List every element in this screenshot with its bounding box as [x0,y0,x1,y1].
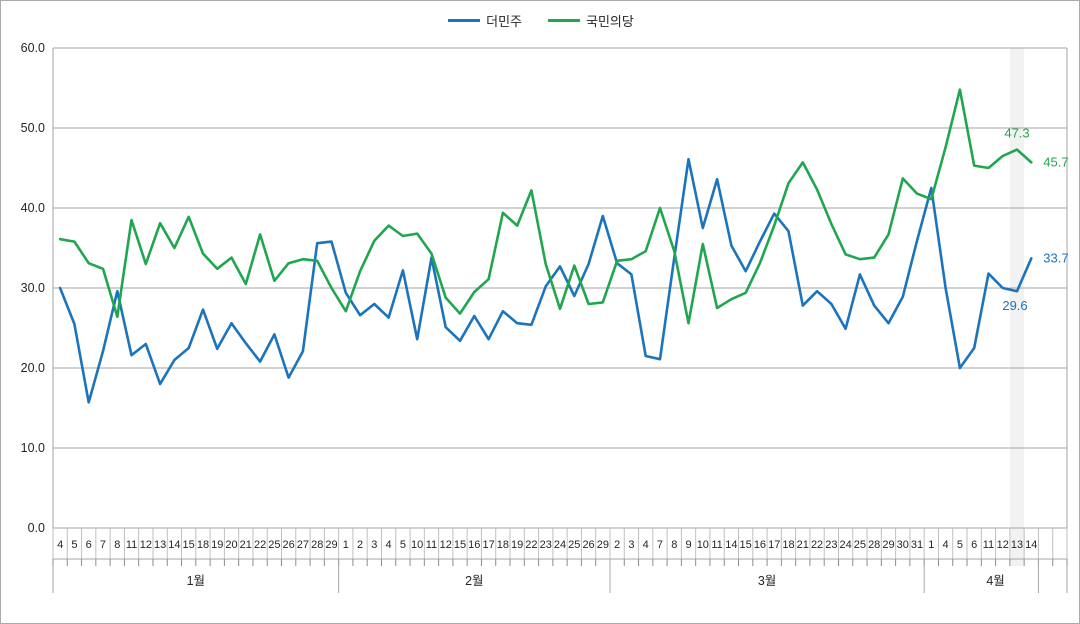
x-day-label: 25 [568,539,580,551]
x-day-label: 4 [57,539,63,551]
x-day-label: 11 [426,539,437,551]
y-tick-label: 40.0 [21,201,45,215]
x-day-label: 11 [711,539,722,551]
x-day-label: 15 [183,539,195,551]
x-day-label: 21 [797,539,809,551]
x-day-label: 14 [725,539,737,551]
x-day-label: 2 [357,539,363,551]
x-day-label: 8 [114,539,120,551]
x-day-label: 24 [840,539,852,551]
legend-label: 더민주 [486,13,523,29]
y-tick-label: 10.0 [21,441,45,455]
x-day-label: 29 [597,539,609,551]
x-day-label: 12 [140,539,152,551]
month-label: 4월 [986,574,1004,588]
y-tick-label: 0.0 [28,521,45,535]
x-day-label: 1 [343,539,349,551]
x-day-label: 14 [168,539,180,551]
x-day-label: 15 [740,539,752,551]
month-label: 2월 [465,574,483,588]
x-day-label: 5 [71,539,77,551]
x-day-label: 25 [268,539,280,551]
x-day-label: 26 [582,539,594,551]
highlight-band [1009,48,1025,566]
x-day-label: 4 [943,539,949,551]
x-day-label: 27 [297,539,309,551]
x-day-label: 11 [126,539,137,551]
x-day-label: 21 [240,539,252,551]
x-day-label: 10 [697,539,709,551]
x-day-label: 1 [928,539,934,551]
x-day-label: 16 [468,539,480,551]
month-label: 3월 [758,574,776,588]
x-day-label: 26 [283,539,295,551]
x-day-label: 29 [882,539,894,551]
month-label: 1월 [187,574,205,588]
x-day-label: 11 [983,539,994,551]
x-day-label: 25 [854,539,866,551]
x-day-label: 3 [371,539,377,551]
x-day-label: 12 [997,539,1009,551]
x-day-label: 6 [971,539,977,551]
x-day-label: 5 [957,539,963,551]
x-day-label: 3 [628,539,634,551]
x-day-label: 4 [643,539,649,551]
x-day-label: 8 [671,539,677,551]
x-day-label: 18 [197,539,209,551]
legend-line-swatch-green [548,18,581,22]
data-label-annotation: 47.3 [1004,126,1029,141]
x-day-label: 4 [386,539,392,551]
x-day-label: 29 [325,539,337,551]
x-day-label: 23 [540,539,552,551]
x-day-label: 6 [86,539,92,551]
data-label-annotation: 45.7 [1043,154,1068,169]
x-day-label: 24 [554,539,566,551]
x-day-label: 18 [782,539,794,551]
legend-label: 국민의당 [586,13,634,29]
series-line-1 [58,88,1033,325]
x-day-label: 2 [614,539,620,551]
y-tick-label: 30.0 [21,281,45,295]
x-day-label: 14 [1025,539,1037,551]
x-day-label: 5 [400,539,406,551]
x-day-label: 15 [454,539,466,551]
x-day-label: 19 [511,539,523,551]
x-day-label: 10 [411,539,423,551]
x-day-label: 31 [911,539,923,551]
x-day-label: 23 [825,539,837,551]
x-day-label: 7 [100,539,106,551]
y-tick-label: 20.0 [21,361,45,375]
x-day-label: 19 [211,539,223,551]
y-tick-label: 60.0 [21,41,45,55]
x-day-label: 28 [868,539,880,551]
data-label-annotation: 29.6 [1002,298,1027,313]
x-day-label: 13 [154,539,166,551]
x-day-label: 12 [440,539,452,551]
x-day-label: 7 [657,539,663,551]
legend-item-peoplesparty: 국민의당 [548,11,634,30]
chart-legend: 더민주 국민의당 [1,9,1079,31]
x-day-label: 22 [254,539,266,551]
x-day-label: 22 [811,539,823,551]
x-day-label: 20 [225,539,237,551]
y-tick-label: 50.0 [21,121,45,135]
x-day-label: 16 [754,539,766,551]
legend-item-demoparty: 더민주 [448,11,522,30]
x-day-label: 13 [1011,539,1023,551]
x-day-label: 17 [482,539,494,551]
legend-line-swatch-blue [448,18,481,22]
x-day-label: 9 [685,539,691,551]
x-day-label: 22 [525,539,537,551]
series-line-0 [58,157,1033,404]
x-day-label: 18 [497,539,509,551]
data-label-annotation: 33.7 [1043,250,1068,265]
x-day-label: 17 [768,539,780,551]
x-day-label: 28 [311,539,323,551]
x-day-label: 30 [897,539,909,551]
